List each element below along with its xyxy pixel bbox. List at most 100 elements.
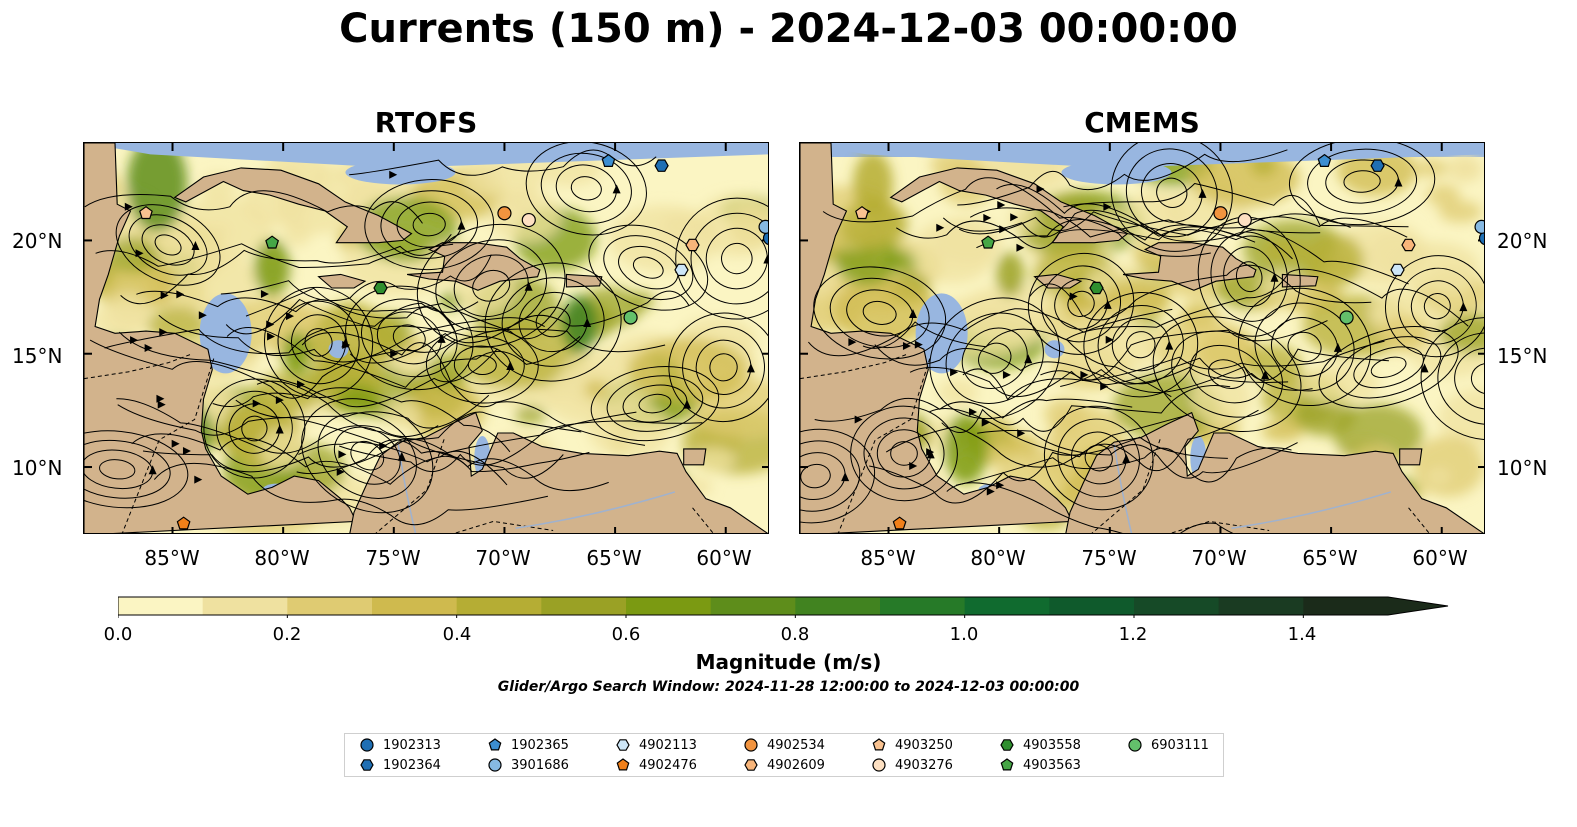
- flow-arrow: [999, 225, 1008, 234]
- land-southAmerica: [349, 411, 768, 533]
- pentagon-marker-icon: [616, 758, 630, 771]
- float-marker-4903276[interactable]: [521, 212, 536, 228]
- colorbar-gradient: [117, 596, 1449, 618]
- flow-arrow: [144, 344, 153, 353]
- ytick-rtofs-20n: 20°N: [12, 229, 63, 253]
- legend-label: 1902313: [383, 737, 441, 753]
- float-marker-6903111[interactable]: [623, 310, 638, 325]
- float-marker-4903276[interactable]: [1237, 212, 1252, 228]
- flow-arrow: [457, 220, 466, 230]
- float-marker-1902365[interactable]: [601, 153, 616, 167]
- flow-arrow: [1002, 370, 1011, 379]
- land-southAmerica: [1065, 411, 1484, 533]
- legend-label: 4902113: [639, 737, 697, 753]
- ytick-cmems-10n: 10°N: [1497, 456, 1548, 480]
- flow-arrow: [1459, 302, 1468, 312]
- legend-marker-4902609[interactable]: [744, 759, 758, 771]
- flow-arrow: [171, 439, 180, 448]
- legend-marker-6903111[interactable]: [1128, 738, 1142, 752]
- colorbar-bin-1: [202, 597, 288, 615]
- legend-item-1902365: 1902365: [487, 737, 569, 753]
- flow-arrow: [390, 349, 399, 358]
- flow-arrow: [160, 291, 169, 300]
- panel-title-rtofs: RTOFS: [374, 106, 478, 139]
- float-marker-1902365[interactable]: [1317, 153, 1332, 167]
- legend-item-6903111: 6903111: [1127, 737, 1209, 753]
- legend-label: 4902476: [639, 757, 697, 773]
- float-marker-4902113[interactable]: [674, 263, 689, 277]
- flow-arrow: [194, 475, 203, 484]
- float-marker-4902609[interactable]: [685, 238, 700, 252]
- flow-arrow: [683, 399, 692, 409]
- float-marker-4903250[interactable]: [139, 205, 153, 220]
- flow-arrow: [267, 332, 276, 341]
- legend-marker-4903276[interactable]: [872, 758, 886, 772]
- legend-marker-4902476[interactable]: [616, 758, 630, 771]
- search-window-note: Glider/Argo Search Window: 2024-11-28 12…: [497, 679, 1080, 695]
- legend-marker-1902365[interactable]: [488, 738, 502, 751]
- cbar-tick-5: 1.0: [949, 624, 979, 645]
- map-cmems[interactable]: [799, 142, 1485, 534]
- cbar-tick-0: 0.0: [103, 624, 133, 645]
- legend-marker-3901686[interactable]: [488, 758, 502, 772]
- legend-marker-4902534[interactable]: [744, 738, 758, 752]
- legend-marker-4902113[interactable]: [616, 739, 630, 751]
- flow-arrow: [156, 394, 165, 403]
- legend-item-4902476: 4902476: [615, 757, 697, 773]
- legend-marker-1902313[interactable]: [360, 738, 374, 752]
- flow-arrow: [1024, 354, 1033, 364]
- float-marker-4902476[interactable]: [176, 516, 191, 530]
- float-marker-4903250[interactable]: [855, 205, 869, 220]
- float-marker-4903558[interactable]: [1089, 281, 1104, 295]
- circle-marker-icon: [872, 758, 886, 772]
- xtick-rtofs-75w: 75°W: [365, 546, 421, 570]
- flow-arrow: [969, 408, 978, 417]
- float-marker-1902364[interactable]: [1370, 159, 1385, 172]
- ytick-rtofs-10n: 10°N: [12, 456, 63, 480]
- flow-arrow: [1103, 202, 1112, 211]
- map-rtofs[interactable]: [83, 142, 769, 534]
- float-marker-4902113[interactable]: [1390, 263, 1405, 277]
- flow-arrow: [983, 213, 992, 222]
- flow-arrow: [297, 380, 306, 389]
- flow-arrow: [914, 340, 923, 349]
- legend-marker-1902364[interactable]: [360, 759, 374, 771]
- flow-arrow: [1069, 292, 1078, 301]
- colorbar-bin-3: [372, 597, 458, 615]
- float-marker-4903558[interactable]: [373, 281, 388, 295]
- float-marker-4902534[interactable]: [497, 206, 512, 221]
- flow-arrow: [148, 465, 157, 475]
- float-marker-4903563[interactable]: [981, 235, 996, 249]
- flow-arrow: [902, 341, 911, 350]
- panel-title-cmems: CMEMS: [1084, 106, 1200, 139]
- country-border: [375, 437, 446, 533]
- legend-label: 1902364: [383, 757, 441, 773]
- pentagon-marker-icon: [1000, 758, 1014, 771]
- float-marker-1902313[interactable]: [1478, 231, 1486, 245]
- flow-arrow: [926, 448, 935, 457]
- legend-label: 1902365: [511, 737, 569, 753]
- frame-ticks: [800, 143, 1484, 533]
- float-marker-4903563[interactable]: [265, 235, 280, 249]
- legend-marker-4903558[interactable]: [1000, 739, 1014, 751]
- float-marker-4902609[interactable]: [1401, 238, 1416, 252]
- flow-arrow: [1420, 363, 1429, 373]
- legend-marker-4903563[interactable]: [1000, 758, 1014, 771]
- float-marker-1902364[interactable]: [654, 159, 669, 172]
- flow-arrow: [266, 320, 275, 329]
- river: [1113, 444, 1133, 533]
- flow-arrow: [926, 449, 935, 459]
- country-border: [692, 507, 714, 533]
- float-marker-3901686[interactable]: [758, 219, 769, 234]
- shallow-water: [199, 293, 252, 374]
- float-marker-4902476[interactable]: [892, 516, 907, 530]
- legend-marker-4903250[interactable]: [872, 738, 886, 751]
- flow-arrow: [936, 223, 945, 232]
- flow-arrow: [275, 424, 284, 434]
- float-marker-1902313[interactable]: [762, 231, 770, 245]
- float-marker-4902534[interactable]: [1213, 206, 1228, 221]
- float-marker-3901686[interactable]: [1474, 219, 1485, 234]
- float-marker-6903111[interactable]: [1339, 310, 1354, 325]
- flow-arrow: [612, 184, 621, 194]
- flow-arrow: [260, 290, 269, 299]
